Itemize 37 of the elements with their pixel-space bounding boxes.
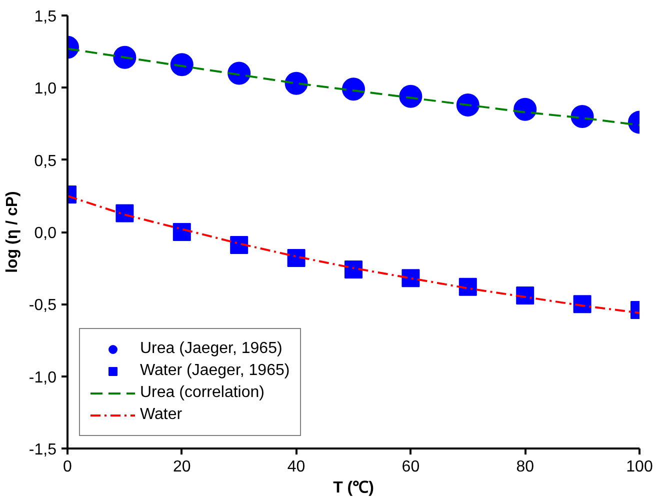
point — [228, 62, 251, 85]
x-tick-label: 40 — [287, 458, 306, 476]
point — [399, 84, 422, 108]
x-tick-label: 0 — [63, 458, 72, 476]
legend-label: Urea (Jaeger, 1965) — [140, 340, 282, 358]
y-tick-label: 0,0 — [34, 225, 57, 242]
point — [113, 46, 136, 69]
x-axis-title: T (℃) — [333, 480, 374, 496]
point — [116, 204, 134, 222]
point — [456, 94, 480, 116]
point — [342, 78, 365, 101]
y-tick-label: 1,5 — [34, 8, 57, 26]
point — [230, 236, 248, 254]
point — [287, 248, 306, 267]
point — [284, 72, 308, 95]
x-tick-label: 60 — [402, 458, 420, 476]
y-axis-title: log (η / cP) — [4, 191, 21, 273]
point — [514, 98, 537, 121]
point — [344, 260, 362, 279]
point — [570, 105, 594, 128]
y-tick-label: -1,5 — [28, 442, 57, 458]
point — [573, 295, 592, 314]
x-tick-label: 80 — [516, 458, 534, 476]
x-tick-label: 100 — [626, 458, 653, 476]
y-tick-label: 1,0 — [34, 80, 57, 98]
y-tick-label: 0,5 — [34, 152, 57, 170]
legend-label: Water (Jaeger, 1965) — [140, 362, 290, 380]
y-tick-label: -1,0 — [28, 369, 57, 386]
y-tick-label: -0,5 — [28, 297, 57, 314]
point — [402, 269, 420, 288]
x-tick-label: 20 — [173, 458, 191, 476]
point — [172, 223, 191, 241]
legend-label: Water — [140, 406, 182, 424]
point — [516, 286, 534, 305]
point — [170, 53, 194, 76]
legend-label: Urea (correlation) — [140, 384, 264, 402]
point — [458, 278, 477, 296]
